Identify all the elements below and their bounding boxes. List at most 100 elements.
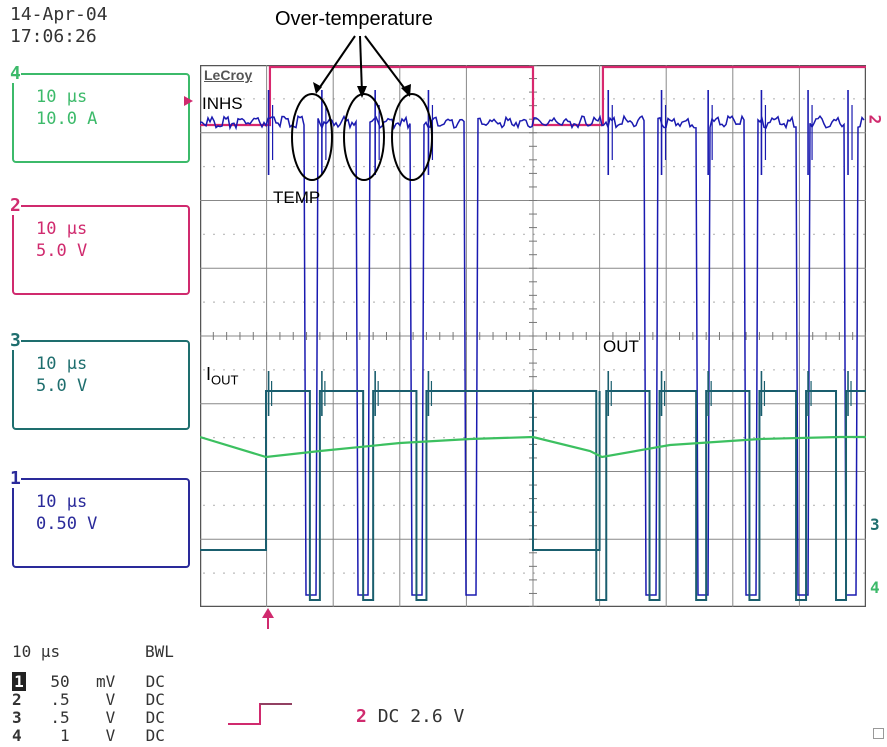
channel-2-box[interactable]: 2 10 µs 5.0 V <box>10 197 190 295</box>
grid-dot <box>443 233 445 236</box>
grid-dot <box>573 301 575 303</box>
grid-dot <box>343 301 345 303</box>
grid-dot <box>593 436 595 439</box>
grid-dot <box>453 436 455 439</box>
grid-dot <box>563 436 565 439</box>
grid-dot <box>393 436 395 439</box>
grid-dot <box>613 504 615 507</box>
grid-dot <box>283 98 285 100</box>
grid-dot <box>653 436 655 439</box>
grid-dot <box>683 572 685 574</box>
grid-dot <box>573 233 575 236</box>
channel-4-box[interactable]: 4 10 µs 10.0 A <box>10 65 190 163</box>
grid-dot <box>863 369 865 371</box>
grid-dot <box>513 233 515 236</box>
grid-dot <box>553 98 555 100</box>
grid-dot <box>793 165 795 168</box>
grid-dot <box>223 504 225 507</box>
grid-dot <box>693 504 695 507</box>
grid-dot <box>233 369 235 371</box>
grid-dot <box>363 98 365 100</box>
grid-dot <box>713 504 715 507</box>
grid-dot <box>493 233 495 236</box>
grid-dot <box>483 301 485 303</box>
grid-dot <box>453 504 455 507</box>
coupling-ch: 2 <box>12 690 22 709</box>
grid-dot <box>623 165 625 168</box>
grid-dot <box>583 98 585 100</box>
grid-dot <box>263 436 265 439</box>
grid-dot <box>493 572 495 574</box>
grid-dot <box>353 572 355 574</box>
grid-dot <box>523 98 525 100</box>
grid-dot <box>443 369 445 371</box>
grid-dot <box>673 233 675 236</box>
grid-dot <box>693 572 695 574</box>
channel-1-box[interactable]: 1 10 µs 0.50 V <box>10 470 190 568</box>
grid-dot <box>753 572 755 574</box>
grid-dot <box>503 165 505 168</box>
grid-dot <box>733 572 735 574</box>
coupling-unit: V <box>105 726 116 745</box>
grid-dot <box>733 98 735 100</box>
grid-dot <box>583 233 585 236</box>
grid-dot <box>313 233 315 236</box>
grid-dot <box>653 301 655 303</box>
right-marker-2: 2 <box>865 114 885 125</box>
coupling-volts: 50 <box>50 672 70 691</box>
trace-inhs <box>200 65 866 127</box>
grid-dot <box>293 301 295 303</box>
grid-dot <box>393 504 395 507</box>
grid-dot <box>503 572 505 574</box>
grid-dot <box>533 233 535 236</box>
grid-dot <box>483 504 485 507</box>
grid-dot <box>833 369 835 371</box>
grid-dot <box>743 572 745 574</box>
grid-dot <box>393 369 395 371</box>
grid-dot <box>563 165 565 168</box>
grid-dot <box>623 98 625 100</box>
grid-dot <box>213 436 215 439</box>
channel-3-box[interactable]: 3 10 µs 5.0 V <box>10 332 190 430</box>
grid-dot <box>393 233 395 236</box>
grid-dot <box>283 165 285 168</box>
coupling-unit: V <box>105 690 116 709</box>
grid-dot <box>203 504 205 507</box>
grid-dot <box>213 504 215 507</box>
trace-iout <box>200 435 866 459</box>
grid-dot <box>553 301 555 303</box>
grid-dot <box>543 165 545 168</box>
grid-dot <box>603 572 605 574</box>
grid-dot <box>733 165 735 168</box>
grid-dot <box>353 504 355 507</box>
grid-dot <box>343 98 345 100</box>
grid-dot <box>253 504 255 507</box>
grid-dot <box>393 165 395 168</box>
over-temperature-label: Over-temperature <box>275 8 433 30</box>
grid-dot <box>323 572 325 574</box>
grid-dot <box>293 165 295 168</box>
grid-dot <box>763 165 765 168</box>
grid-dot <box>233 504 235 507</box>
grid-dot <box>593 504 595 507</box>
iout-label: IOUT <box>206 364 238 388</box>
grid-dot <box>393 98 395 100</box>
grid-dot <box>513 98 515 100</box>
grid-dot <box>553 233 555 236</box>
grid-dot <box>773 165 775 168</box>
grid-dot <box>633 301 635 303</box>
grid-dot <box>243 165 245 168</box>
grid-dot <box>333 233 335 236</box>
grid-dot <box>673 301 675 303</box>
grid-dot <box>663 436 665 439</box>
grid-dot <box>553 436 555 439</box>
grid-dot <box>343 436 345 439</box>
grid-dot <box>643 504 645 507</box>
grid-dot <box>693 436 695 439</box>
grid-dot <box>603 165 605 168</box>
grid-dot <box>523 233 525 236</box>
grid-dot <box>803 301 805 303</box>
grid-dot <box>503 98 505 100</box>
grid-dot <box>473 369 475 371</box>
grid-dot <box>383 98 385 100</box>
